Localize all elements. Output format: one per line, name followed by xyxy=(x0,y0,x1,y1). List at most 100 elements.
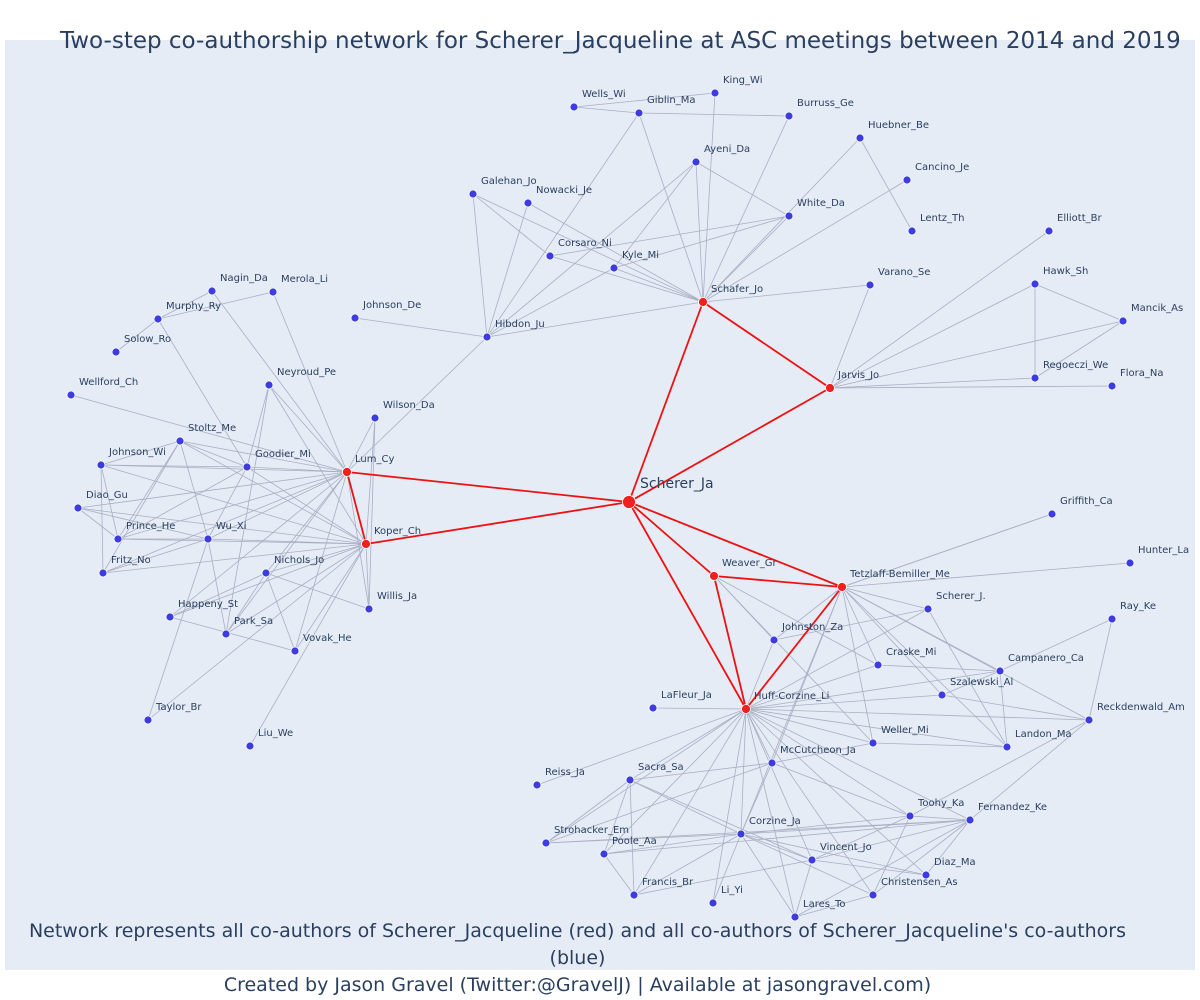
node-christensen-as[interactable] xyxy=(868,890,878,900)
node-fernandez-ke[interactable] xyxy=(965,815,975,825)
node-stoltz-me[interactable] xyxy=(175,436,185,446)
node-king-wi[interactable] xyxy=(710,88,720,98)
node-szalewski-al[interactable] xyxy=(937,690,947,700)
node-johnson-de[interactable] xyxy=(350,313,360,323)
node-solow-ro[interactable] xyxy=(111,347,121,357)
node-campanero-ca[interactable] xyxy=(995,666,1005,676)
edge-scherer-ja-schafer-jo xyxy=(628,301,704,503)
node-neyroud-pe[interactable] xyxy=(264,380,274,390)
edge-stoltz-me-goodier-mi xyxy=(179,440,248,468)
edge-huff-corzine-li-landon-ma xyxy=(745,708,1008,748)
edge-koper-ch-taylor-br xyxy=(147,543,367,721)
node-flora-na[interactable] xyxy=(1107,381,1117,391)
node-mancik-as[interactable] xyxy=(1118,316,1128,326)
node-kyle-mi[interactable] xyxy=(609,263,619,273)
node-wilson-da[interactable] xyxy=(370,413,380,423)
node-koper-ch[interactable] xyxy=(361,539,371,549)
node-white-da[interactable] xyxy=(784,211,794,221)
edge-corsaro-ni-white-da xyxy=(549,215,790,257)
node-diaz-ma[interactable] xyxy=(921,870,931,880)
node-label-weller-mi: Weller_Mi xyxy=(881,725,929,736)
node-fritz-no[interactable] xyxy=(98,568,108,578)
node-label-sacra-sa: Sacra_Sa xyxy=(638,762,684,773)
node-lafleur-ja[interactable] xyxy=(648,703,658,713)
edge-scherer-ja-jarvis-jo xyxy=(628,387,831,503)
node-vovak-he[interactable] xyxy=(290,646,300,656)
node-label-diaz-ma: Diaz_Ma xyxy=(934,857,976,868)
edge-tetzlaff-bemiller-me-weller-mi xyxy=(841,586,874,744)
edge-mccutcheon-ja-toohy-ka xyxy=(771,762,911,817)
node-lentz-th[interactable] xyxy=(907,226,917,236)
node-prince-he[interactable] xyxy=(113,534,123,544)
node-merola-li[interactable] xyxy=(268,287,278,297)
node-reiss-ja[interactable] xyxy=(532,780,542,790)
node-francis-br[interactable] xyxy=(629,890,639,900)
node-toohy-ka[interactable] xyxy=(905,811,915,821)
node-varano-se[interactable] xyxy=(865,280,875,290)
node-ayeni-da[interactable] xyxy=(691,157,701,167)
node-galehan-jo[interactable] xyxy=(468,189,478,199)
node-ray-ke[interactable] xyxy=(1107,614,1117,624)
node-tetzlaff-bemiller-me[interactable] xyxy=(837,582,847,592)
node-corsaro-ni[interactable] xyxy=(545,251,555,261)
node-label-hunter-la: Hunter_La xyxy=(1138,545,1189,556)
node-hawk-sh[interactable] xyxy=(1030,279,1040,289)
node-jarvis-jo[interactable] xyxy=(825,383,835,393)
edge-weaver-gr-huff-corzine-li xyxy=(713,575,747,710)
node-goodier-mi[interactable] xyxy=(242,462,252,472)
node-label-ray-ke: Ray_Ke xyxy=(1120,601,1156,612)
node-scherer-j[interactable] xyxy=(923,604,933,614)
node-label-francis-br: Francis_Br xyxy=(642,877,694,888)
node-weaver-gr[interactable] xyxy=(709,571,719,581)
node-poole-aa[interactable] xyxy=(599,849,609,859)
node-reckdenwald-am[interactable] xyxy=(1084,715,1094,725)
node-craske-mi[interactable] xyxy=(873,660,883,670)
node-johnson-wi[interactable] xyxy=(96,460,106,470)
node-nowacki-je[interactable] xyxy=(523,198,533,208)
node-diao-gu[interactable] xyxy=(73,503,83,513)
node-lum-cy[interactable] xyxy=(342,467,352,477)
node-burruss-ge[interactable] xyxy=(784,111,794,121)
node-sacra-sa[interactable] xyxy=(625,775,635,785)
node-taylor-br[interactable] xyxy=(143,715,153,725)
edge-huff-corzine-li-weller-mi xyxy=(745,708,874,744)
node-landon-ma[interactable] xyxy=(1002,742,1012,752)
node-wellford-ch[interactable] xyxy=(66,390,76,400)
node-nagin-da[interactable] xyxy=(207,286,217,296)
node-regoeczi-we[interactable] xyxy=(1030,373,1040,383)
node-happeny-st[interactable] xyxy=(165,612,175,622)
node-lares-to[interactable] xyxy=(790,912,800,922)
node-li-yi[interactable] xyxy=(708,898,718,908)
node-vincent-jo[interactable] xyxy=(807,855,817,865)
node-johnston-za[interactable] xyxy=(769,635,779,645)
node-giblin-ma[interactable] xyxy=(634,108,644,118)
node-huff-corzine-li[interactable] xyxy=(741,704,751,714)
edge-sacra-sa-strohacker-em xyxy=(545,779,631,844)
node-label-fernandez-ke: Fernandez_Ke xyxy=(978,802,1047,813)
node-corzine-ja[interactable] xyxy=(736,829,746,839)
node-schafer-jo[interactable] xyxy=(698,297,708,307)
node-cancino-je[interactable] xyxy=(902,175,912,185)
node-elliott-br[interactable] xyxy=(1044,226,1054,236)
node-murphy-ry[interactable] xyxy=(153,314,163,324)
node-label-ayeni-da: Ayeni_Da xyxy=(704,144,750,155)
node-liu-we[interactable] xyxy=(245,741,255,751)
node-nichols-jo[interactable] xyxy=(261,568,271,578)
node-hibdon-ju[interactable] xyxy=(482,332,492,342)
node-park-sa[interactable] xyxy=(221,629,231,639)
node-huebner-be[interactable] xyxy=(855,133,865,143)
node-weller-mi[interactable] xyxy=(868,738,878,748)
edge-jarvis-jo-mancik-as xyxy=(829,320,1124,389)
node-griffith-ca[interactable] xyxy=(1047,509,1057,519)
node-scherer-ja[interactable] xyxy=(622,495,636,509)
node-strohacker-em[interactable] xyxy=(541,838,551,848)
node-wu-xi[interactable] xyxy=(203,534,213,544)
edge-sacra-sa-corzine-ja xyxy=(629,779,742,835)
node-mccutcheon-ja[interactable] xyxy=(767,758,777,768)
node-label-elliott-br: Elliott_Br xyxy=(1057,213,1102,224)
node-hunter-la[interactable] xyxy=(1125,558,1135,568)
node-label-wells-wi: Wells_Wi xyxy=(582,89,626,100)
node-willis-ja[interactable] xyxy=(364,604,374,614)
node-wells-wi[interactable] xyxy=(569,102,579,112)
